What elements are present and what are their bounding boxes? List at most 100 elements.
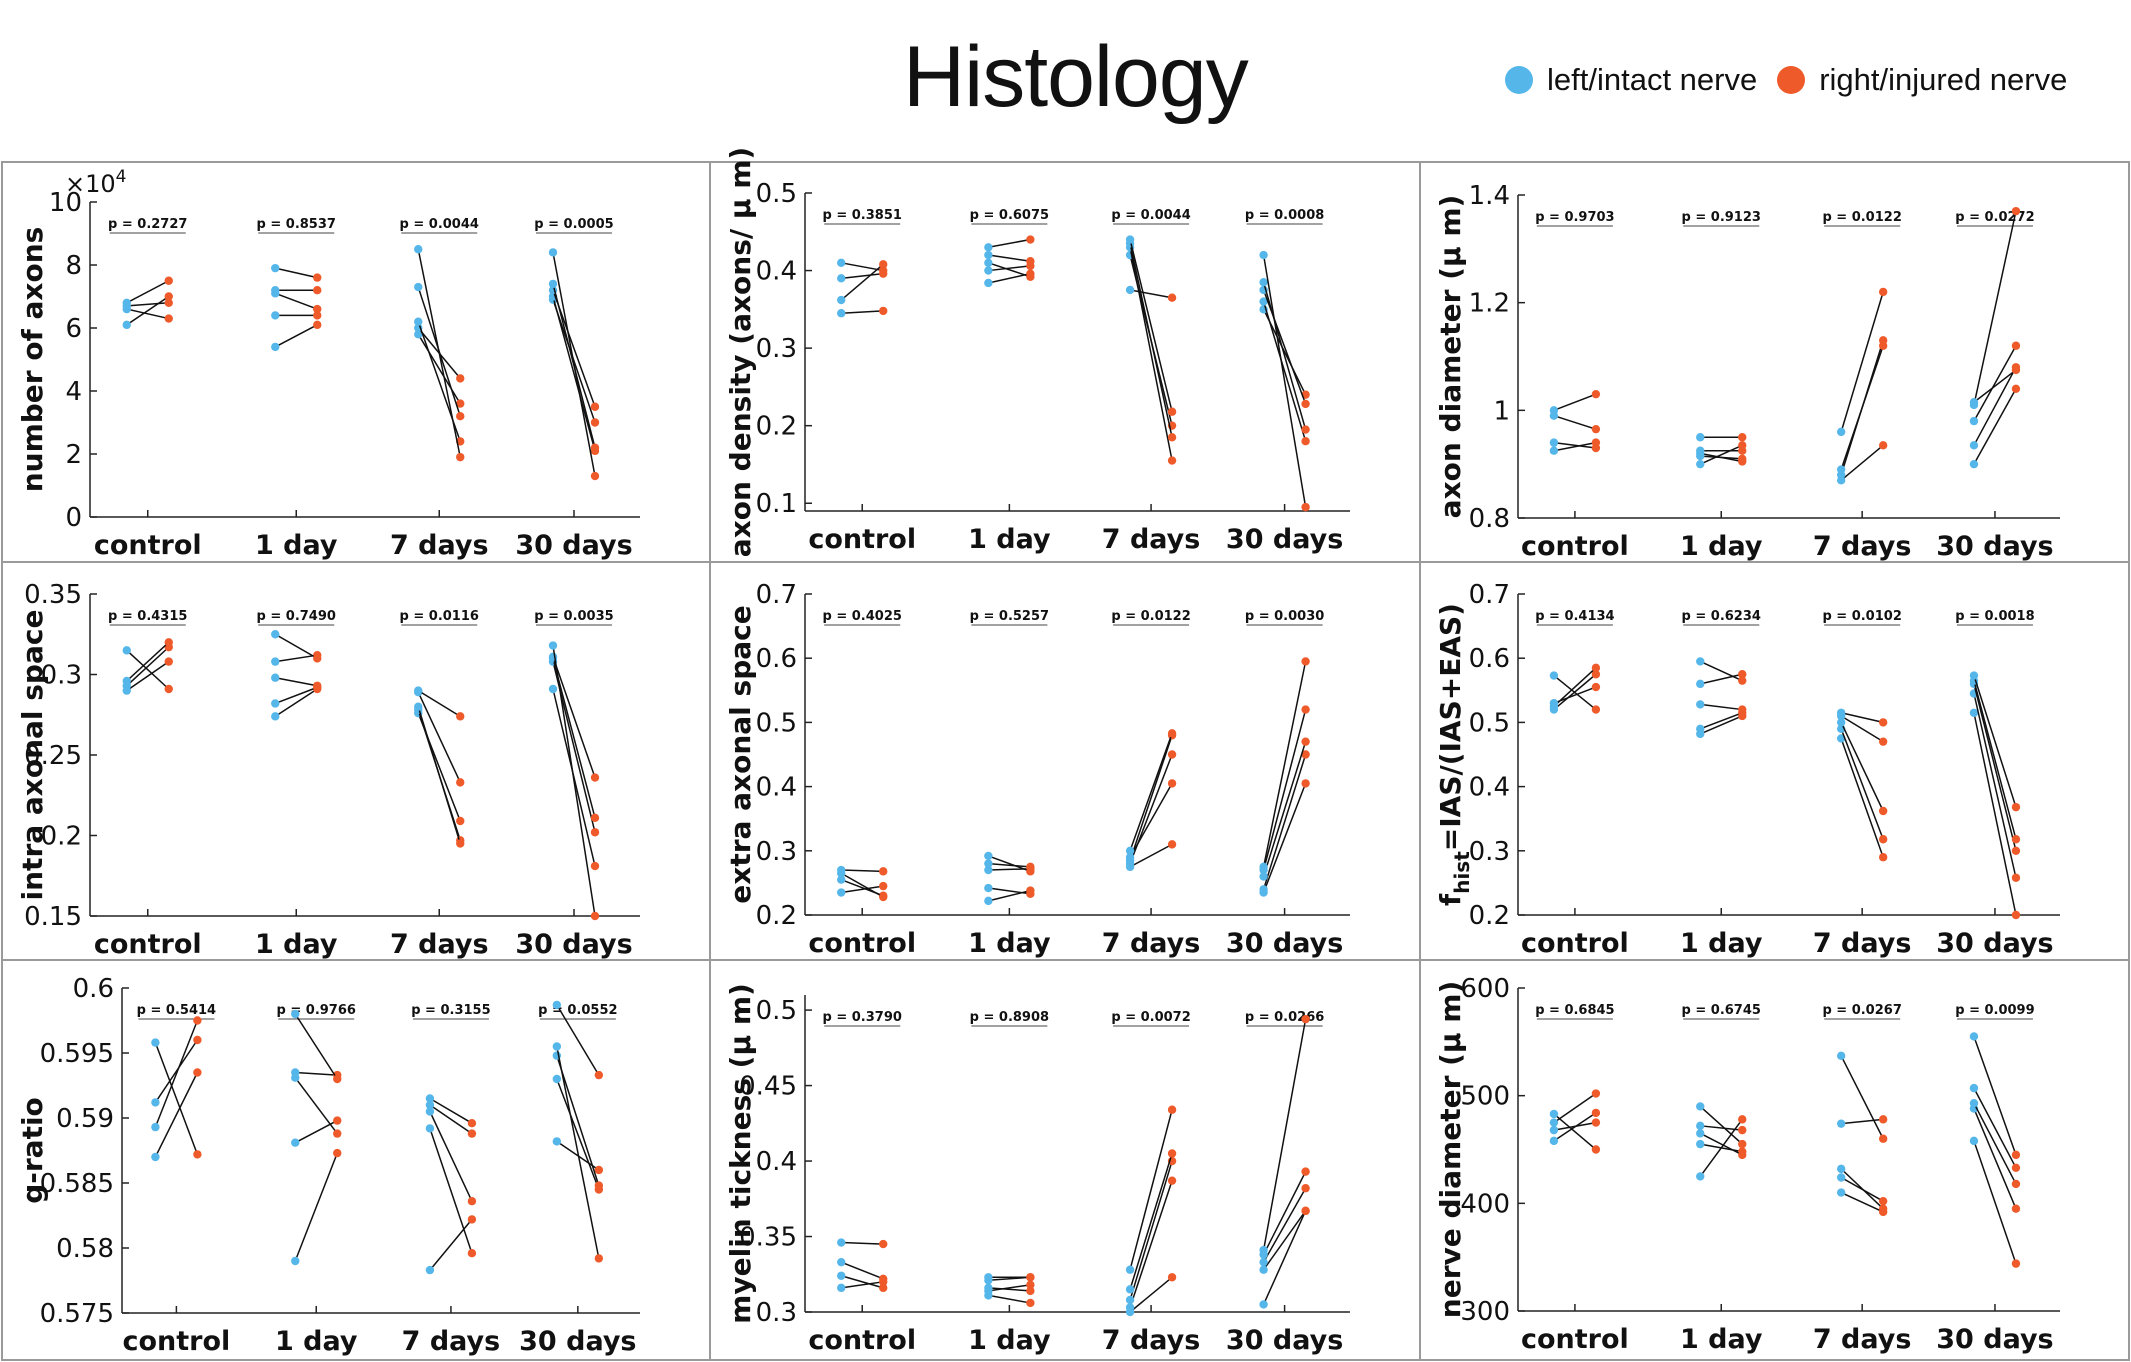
point-left-intact — [414, 245, 423, 254]
x-tick-label: 7 days — [1102, 928, 1201, 959]
x-tick-label: 1 day — [1680, 531, 1763, 562]
pair-line — [840, 1261, 884, 1280]
y-axis-label: myelin tickness (μ m) — [724, 983, 757, 1324]
y-tick-label: 1 — [1493, 396, 1510, 426]
pair-line — [294, 1119, 338, 1144]
pair-line — [840, 872, 884, 898]
point-right-injured — [1301, 705, 1310, 714]
x-tick-label: 30 days — [1936, 928, 2053, 959]
point-right-injured — [590, 773, 600, 782]
point-left-intact — [1696, 679, 1705, 689]
point-left-intact — [837, 1283, 846, 1293]
y-tick-label: 0.3 — [756, 334, 797, 364]
pair-line — [1262, 1019, 1307, 1251]
point-right-injured — [879, 892, 888, 902]
pair-line — [1553, 441, 1597, 452]
pair-line — [1262, 741, 1307, 877]
p-value-label: p = 0.6075 — [970, 208, 1049, 223]
point-right-injured — [594, 1254, 604, 1263]
x-tick-label: 30 days — [1936, 531, 2053, 562]
pair-line — [841, 262, 884, 272]
point-right-injured — [1738, 446, 1747, 455]
pair-line — [1840, 722, 1884, 812]
y-tick-label: 0.3 — [1469, 837, 1510, 867]
pair-line — [154, 1039, 199, 1103]
pair-line — [1129, 1160, 1173, 1301]
pair-line — [1262, 754, 1307, 890]
x-tick-label: 7 days — [1813, 1324, 1912, 1355]
point-right-injured — [590, 813, 600, 822]
pair-line — [841, 310, 884, 314]
x-tick-label: 30 days — [1226, 928, 1343, 959]
y-tick-label: 0.45 — [739, 1072, 797, 1102]
point-right-injured — [164, 638, 173, 647]
point-right-injured — [456, 839, 465, 848]
y-axis-label: fhist=IAS/(IAS+EAS) — [1434, 603, 1474, 906]
point-right-injured — [1301, 1014, 1310, 1024]
point-left-intact — [1259, 1265, 1268, 1274]
point-left-intact — [271, 311, 280, 320]
pair-line — [1841, 1118, 1884, 1125]
point-left-intact — [1696, 657, 1705, 666]
pair-line — [1973, 345, 2017, 422]
point-left-intact — [1125, 1303, 1135, 1312]
y-tick-label: 0.4 — [756, 257, 797, 287]
y-axis-label: g-ratio — [16, 1097, 49, 1204]
pair-line — [1973, 1108, 2017, 1210]
point-left-intact — [1549, 1109, 1559, 1119]
p-value-label: p = 0.4025 — [823, 609, 902, 624]
point-left-intact — [1696, 1121, 1705, 1131]
point-left-intact — [552, 1000, 562, 1010]
y-tick-label: 1.2 — [1469, 289, 1510, 319]
point-right-injured — [1878, 341, 1888, 350]
point-right-injured — [164, 292, 173, 301]
pair-line — [429, 1104, 473, 1135]
y-axis-label: number of axons — [16, 227, 49, 493]
point-left-intact — [1259, 872, 1268, 881]
point-right-injured — [1878, 1196, 1888, 1206]
y-tick-label: 0.5 — [756, 179, 797, 209]
point-right-injured — [1301, 1167, 1310, 1176]
point-left-intact — [1125, 235, 1135, 244]
point-left-intact — [1549, 1118, 1559, 1127]
legend-item-right-injured: right/injured nerve — [1777, 62, 2067, 98]
point-left-intact — [1836, 1051, 1846, 1061]
point-right-injured — [1878, 737, 1888, 746]
point-left-intact — [151, 1152, 160, 1162]
y-tick-label: 0.3 — [756, 837, 797, 867]
pair-line — [1840, 1191, 1884, 1213]
point-right-injured — [590, 418, 600, 427]
point-right-injured — [1301, 1206, 1310, 1216]
y-tick-label: 4 — [65, 377, 82, 407]
point-left-intact — [425, 1107, 435, 1116]
point-right-injured — [594, 1181, 604, 1190]
point-right-injured — [1591, 424, 1601, 434]
pair-line — [1973, 366, 2017, 446]
point-right-injured — [333, 1148, 342, 1158]
y-tick-label: 0.1 — [756, 489, 797, 519]
point-right-injured — [1301, 436, 1310, 446]
x-tick-label: 7 days — [390, 929, 489, 960]
point-right-injured — [2011, 206, 2021, 216]
pair-line — [1973, 712, 2017, 916]
point-right-injured — [1167, 407, 1177, 416]
point-left-intact — [1259, 862, 1268, 872]
pair-line — [988, 262, 1031, 278]
pair-line — [1699, 712, 1743, 730]
point-right-injured — [2011, 384, 2021, 393]
pair-line — [275, 267, 318, 279]
point-right-injured — [333, 1074, 342, 1084]
p-value-label: p = 0.0044 — [400, 217, 479, 232]
y-tick-label: 400 — [1460, 1189, 1510, 1219]
point-left-intact — [1696, 724, 1705, 734]
pair-line — [988, 238, 1031, 249]
y-tick-label: 0.7 — [1469, 580, 1510, 610]
point-right-injured — [1301, 425, 1310, 434]
y-tick-label: 0.5 — [756, 708, 797, 738]
point-right-injured — [456, 778, 465, 787]
point-right-injured — [164, 684, 173, 694]
point-left-intact — [552, 1074, 562, 1084]
pair-line — [1840, 738, 1884, 858]
